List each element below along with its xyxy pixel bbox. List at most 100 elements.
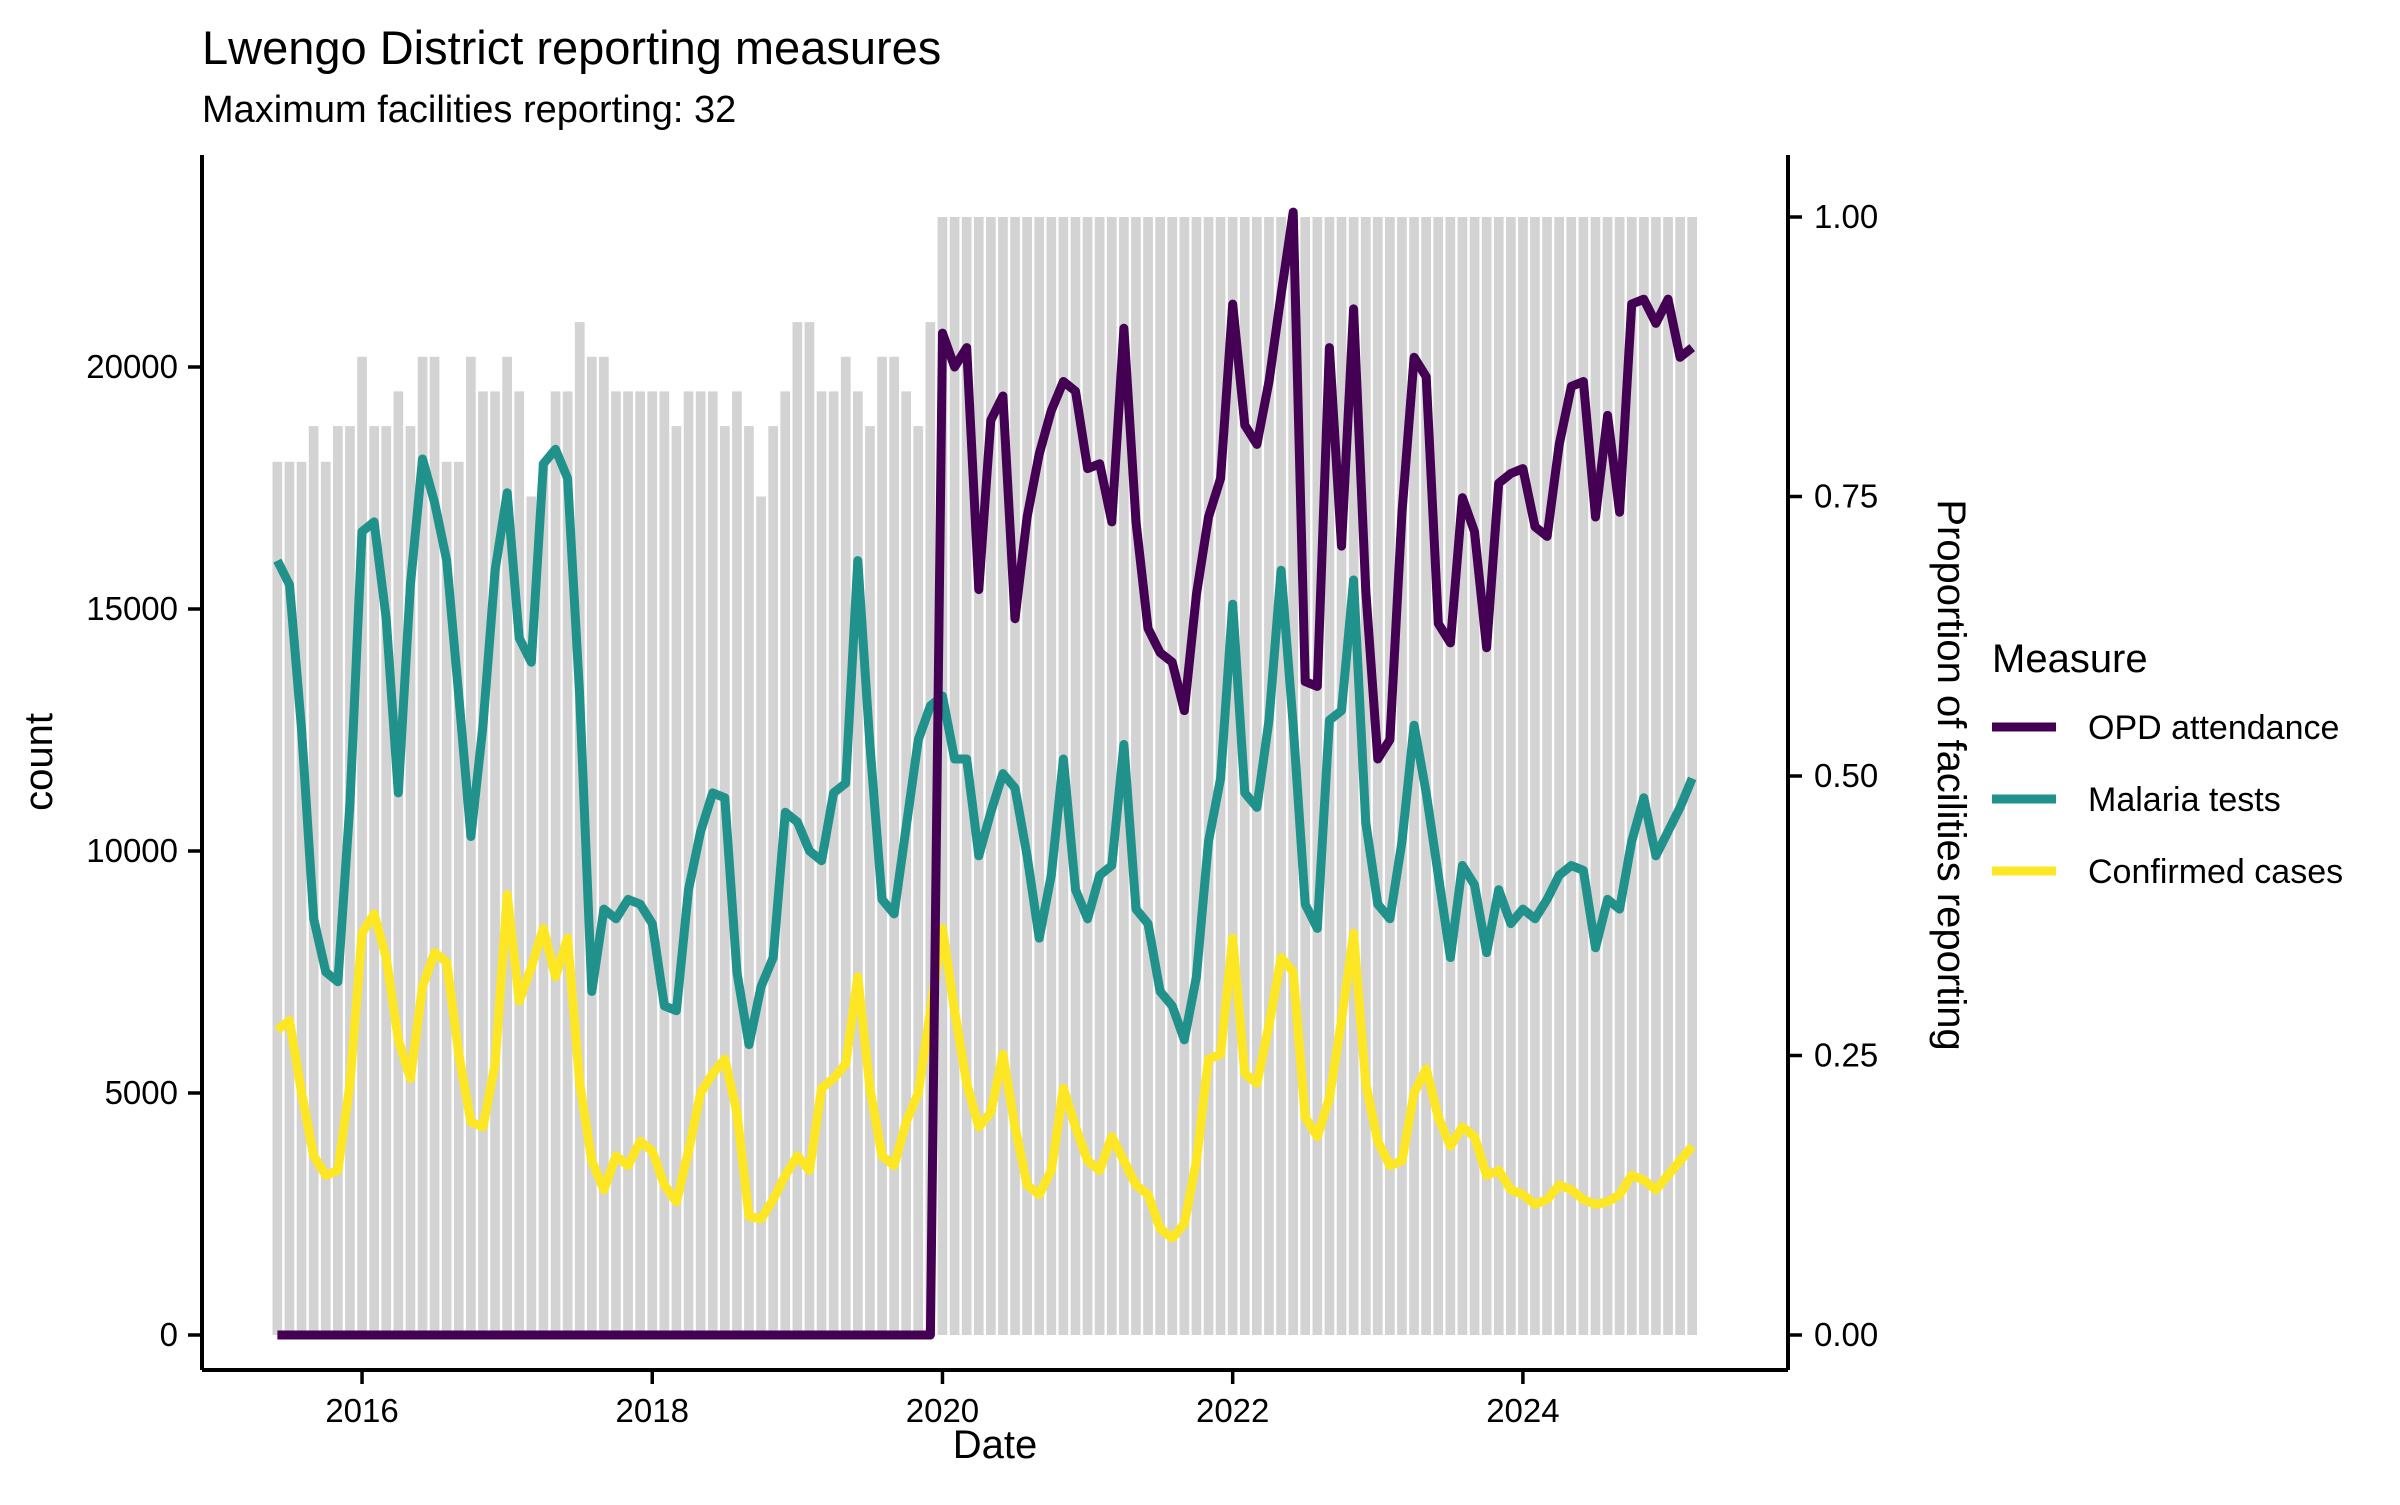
reporting-bar (611, 391, 621, 1335)
reporting-bar (865, 426, 875, 1336)
reporting-bar (1639, 217, 1649, 1335)
reporting-bar (623, 391, 633, 1335)
reporting-bar (1143, 217, 1153, 1335)
reporting-bar (1191, 217, 1202, 1335)
reporting-bar (1687, 217, 1697, 1335)
reporting-bar (671, 426, 682, 1336)
reporting-bar (1493, 217, 1504, 1335)
reporting-bar (913, 426, 924, 1336)
reporting-bar (586, 356, 597, 1336)
reporting-bar (1276, 217, 1286, 1335)
y-left-tick-label: 15000 (86, 590, 178, 627)
reporting-bar (707, 391, 718, 1335)
reporting-bar (441, 461, 452, 1335)
reporting-bar (804, 322, 815, 1336)
reporting-bar (635, 391, 645, 1335)
reporting-bar (429, 356, 440, 1336)
reporting-bar (1469, 217, 1480, 1335)
reporting-bar (1651, 217, 1661, 1335)
x-tick-label: 2018 (616, 1392, 689, 1429)
reporting-bar (381, 426, 392, 1336)
reporting-bar (526, 496, 537, 1335)
reporting-bar (1312, 217, 1323, 1335)
reporting-bar (538, 461, 549, 1335)
reporting-bar (1264, 217, 1274, 1335)
y-left-tick-label: 10000 (86, 832, 178, 869)
y-left-tick-label: 0 (160, 1316, 178, 1353)
chart-title: Lwengo District reporting measures (202, 21, 941, 74)
reporting-bar (320, 461, 331, 1335)
facility-reporting-bars (272, 217, 1697, 1336)
reporting-bar (1106, 217, 1117, 1335)
reporting-bar (744, 426, 754, 1336)
reporting-bar (272, 461, 283, 1335)
reporting-bar (937, 217, 948, 1335)
reporting-bar (1602, 217, 1613, 1335)
reporting-bar (1227, 217, 1238, 1335)
reporting-bar (1034, 217, 1045, 1335)
reporting-bar (1457, 217, 1468, 1335)
reporting-bar (369, 426, 379, 1336)
y-left-axis-title: count (17, 713, 61, 811)
reporting-bar (828, 391, 839, 1335)
reporting-bar (1046, 217, 1057, 1335)
reporting-bar (973, 217, 984, 1335)
reporting-bar (490, 391, 500, 1335)
reporting-bar (1506, 217, 1516, 1335)
reporting-bar (1530, 217, 1540, 1335)
reporting-bar (1082, 217, 1093, 1335)
reporting-bar (357, 356, 367, 1336)
reporting-bar (659, 391, 670, 1335)
reporting-bar (405, 426, 416, 1336)
x-tick-label: 2022 (1196, 1392, 1269, 1429)
reporting-bar (1542, 217, 1552, 1335)
reporting-bar (647, 391, 658, 1335)
confirmed-cases-line (274, 890, 1696, 1243)
reporting-bar (574, 322, 585, 1336)
reporting-bar (1203, 217, 1214, 1335)
y-right-tick-label: 1.00 (1814, 198, 1878, 235)
reporting-bar (1626, 217, 1637, 1335)
legend-label-opd-attendance: OPD attendance (2088, 709, 2339, 747)
reporting-bar (1131, 217, 1141, 1335)
reporting-bar (768, 426, 778, 1336)
reporting-bar (1554, 217, 1564, 1335)
reporting-bar (417, 356, 428, 1336)
x-tick-label: 2020 (906, 1392, 979, 1429)
reporting-bar (296, 461, 307, 1335)
reporting-bar (732, 391, 742, 1335)
reporting-bar (1022, 217, 1032, 1335)
reporting-bar (683, 391, 694, 1335)
y-left-tick-label: 5000 (105, 1074, 178, 1111)
reporting-bar (502, 356, 512, 1336)
reporting-bar (1300, 217, 1311, 1335)
axes: 2016 2018 2020 2022 2024 0 5000 10000 15000 20000… (86, 155, 1878, 1429)
legend-swatches (1992, 722, 2056, 876)
legend-label-malaria-tests: Malaria tests (2088, 781, 2281, 819)
reporting-bar (949, 217, 960, 1335)
reporting-bar (1590, 217, 1601, 1335)
reporting-bar (1155, 217, 1165, 1335)
reporting-bar (393, 391, 404, 1335)
reporting-bar (901, 391, 911, 1335)
reporting-bar (1179, 217, 1190, 1335)
y-right-tick-label: 0.00 (1814, 1316, 1878, 1353)
reporting-bar (466, 356, 476, 1336)
reporting-bar (1566, 217, 1577, 1335)
reporting-bar (1348, 217, 1359, 1335)
reporting-bar (695, 391, 706, 1335)
reporting-bar (1614, 217, 1625, 1335)
y-right-tick-label: 0.50 (1814, 757, 1878, 794)
reporting-bar (562, 391, 573, 1335)
legend-title: Measure (1992, 637, 2148, 681)
reporting-bar (1445, 217, 1456, 1335)
reporting-bar (1094, 217, 1105, 1335)
reporting-bar (756, 496, 766, 1335)
reporting-bar (889, 356, 899, 1336)
x-tick-label: 2024 (1486, 1392, 1559, 1429)
y-left-tick-label: 20000 (86, 348, 178, 385)
measure-lines (273, 207, 1697, 1340)
reporting-bar (986, 217, 996, 1335)
reporting-bar (1578, 217, 1589, 1335)
